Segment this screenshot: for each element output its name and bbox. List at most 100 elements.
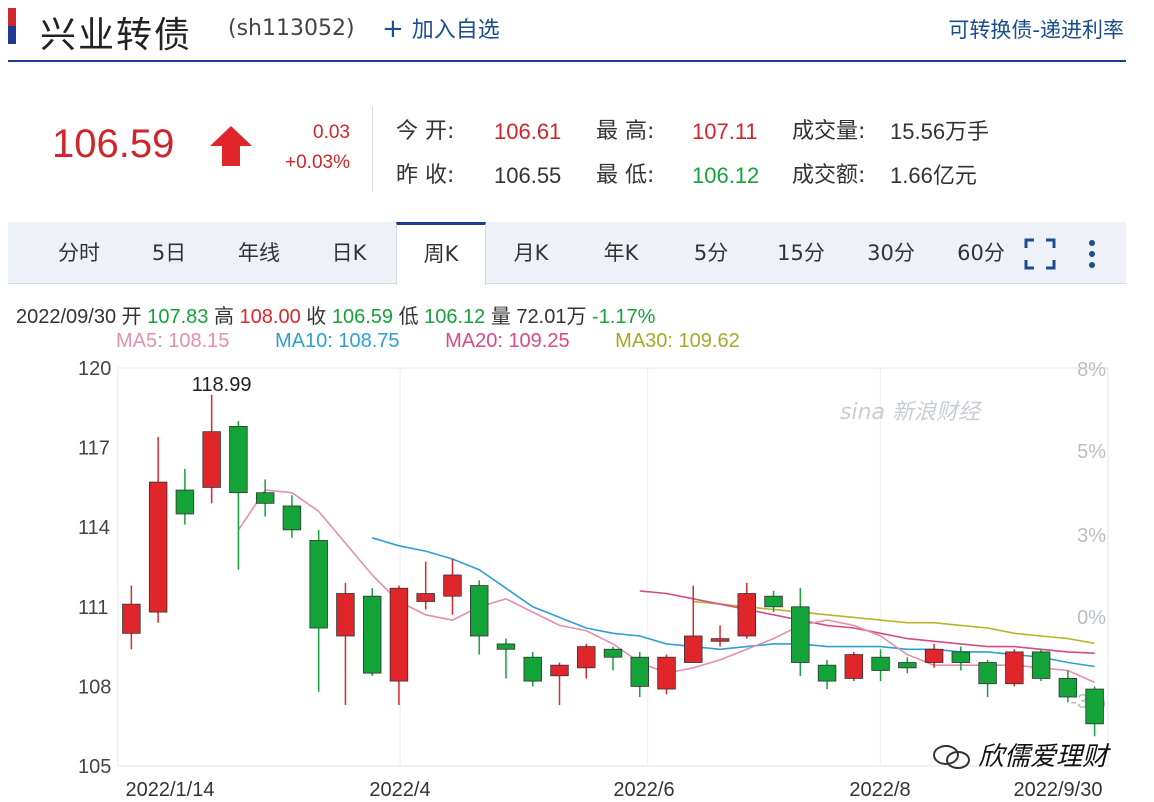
pct-tick-label: 8% <box>1077 359 1106 381</box>
low-label: 最 低: <box>596 163 655 188</box>
price-change-pct: +0.03% <box>285 152 350 173</box>
candle-body <box>175 489 195 515</box>
plot-frame <box>117 367 1109 767</box>
candle-body <box>630 656 649 687</box>
price-change-block: 0.03 +0.03% <box>262 118 350 178</box>
tab-intraday[interactable]: 分时 <box>58 241 100 265</box>
tab-15min[interactable]: 15分 <box>777 241 825 265</box>
bar-close-label: 收 <box>306 306 327 328</box>
ma10-legend: MA10: 108.75 <box>274 330 400 352</box>
candle-body <box>148 481 168 613</box>
prev-close-label: 昨 收: <box>396 163 455 188</box>
candle-body <box>1085 688 1104 725</box>
x-tick-label: 2022/6 <box>613 779 674 801</box>
candle-body <box>657 656 676 690</box>
ma10-line <box>371 537 1095 668</box>
candle-body <box>791 606 810 663</box>
add-to-watchlist-button[interactable]: + 加入自选 <box>382 12 500 44</box>
open-label: 今 开: <box>396 119 455 144</box>
x-tick-label: 2022/9/30 <box>1014 779 1103 801</box>
candle-body <box>764 595 783 608</box>
bar-high: 108.00 <box>239 306 301 328</box>
pct-tick-label: 3% <box>1077 525 1106 547</box>
tab-daily-k[interactable]: 日K <box>331 241 367 265</box>
pct-tick-label: 0% <box>1077 607 1106 629</box>
candle-body <box>978 662 997 685</box>
candle-body <box>362 595 382 674</box>
y-tick-label: 114 <box>78 517 110 539</box>
amount-value: 1.66亿元 <box>890 163 977 188</box>
price-change: 0.03 <box>313 122 350 143</box>
candle-body <box>550 664 569 677</box>
candle-body <box>309 540 328 629</box>
quote-stats: 今 开: 106.61 最 高: 107.11 成交量: 15.56万手 昨 收: 10… <box>396 110 1052 198</box>
more-options-icon[interactable] <box>1084 238 1100 270</box>
candle-body <box>951 651 971 663</box>
chart-period-tabs: 分时 5日 年线 日K 周K 月K 年K 5分 15分 30分 60分 <box>8 222 1126 285</box>
tab-weekly-k[interactable]: 周K <box>396 222 486 285</box>
tab-yearline[interactable]: 年线 <box>238 241 280 265</box>
volume-label: 成交量: <box>792 119 866 144</box>
prev-close-value: 106.55 <box>494 163 562 188</box>
bar-volume: 72.01万 <box>516 306 587 328</box>
add-to-watchlist-label: 加入自选 <box>411 18 500 43</box>
bond-type-link[interactable]: 可转换债-递进利率 <box>948 18 1124 42</box>
candle-body <box>469 585 489 637</box>
security-code: (sh113052) <box>228 16 355 41</box>
candle-body <box>122 603 141 634</box>
candle-body <box>443 574 462 597</box>
candle-body <box>282 505 302 531</box>
header-bar: 兴业转债 (sh113052) + 加入自选 可转换债-递进利率 <box>0 0 1154 62</box>
high-label: 最 高: <box>596 119 655 144</box>
ma-legend: MA5: 108.15 MA10: 108.75 MA20: 109.25 MA… <box>116 330 780 353</box>
x-tick-label: 2022/8 <box>849 779 910 801</box>
bar-open: 107.83 <box>147 306 209 328</box>
candle-body <box>336 593 355 637</box>
bar-pct: -1.17% <box>592 306 656 328</box>
candle-body <box>202 431 221 488</box>
y-tick-label: 120 <box>78 358 111 380</box>
ohlc-info-line: 2022/09/30 开 107.83 高 108.00 收 106.59 低 … <box>16 300 655 329</box>
candle-body <box>416 593 435 602</box>
candle-body <box>898 662 917 669</box>
y-tick-label: 105 <box>78 756 111 778</box>
bar-volume-label: 量 <box>490 306 511 328</box>
fullscreen-icon[interactable] <box>1024 238 1056 270</box>
bar-high-label: 高 <box>213 306 234 328</box>
max-price-label: 118.99 <box>192 374 252 396</box>
candle-body <box>1031 651 1051 679</box>
candle-body <box>817 664 837 682</box>
tab-monthly-k[interactable]: 月K <box>513 241 549 265</box>
tab-60min[interactable]: 60分 <box>957 241 1005 265</box>
candle-body <box>871 656 890 671</box>
y-tick-label: 111 <box>78 597 108 619</box>
candle-body <box>496 643 516 650</box>
x-tick-label: 2022/1/14 <box>126 779 215 801</box>
bar-low-label: 低 <box>398 306 419 328</box>
tab-5day[interactable]: 5日 <box>151 241 187 265</box>
pct-tick-label: 5% <box>1077 441 1106 463</box>
tab-30min[interactable]: 30分 <box>867 241 915 265</box>
quote-divider <box>372 106 373 192</box>
sina-watermark: sina 新浪财经 <box>840 400 980 425</box>
candle-body <box>684 635 703 663</box>
x-tick-label: 2022/4 <box>369 779 430 801</box>
bar-close: 106.59 <box>331 306 393 328</box>
brand-mark <box>8 8 16 44</box>
candle-body <box>577 646 596 669</box>
amount-label: 成交额: <box>792 163 866 188</box>
candle-body <box>229 425 248 494</box>
security-title: 兴业转债 <box>40 15 193 56</box>
tab-5min[interactable]: 5分 <box>693 241 729 265</box>
volume-value: 15.56万手 <box>890 119 990 144</box>
plus-icon: + <box>382 14 404 44</box>
bar-open-label: 开 <box>121 306 142 328</box>
candle-body <box>1058 678 1078 698</box>
candle-body <box>603 648 623 658</box>
stats-row-2: 昨 收: 106.55 最 低: 106.12 成交额: 1.66亿元 <box>396 154 1052 198</box>
candle-body <box>924 648 944 663</box>
up-arrow-icon <box>210 126 252 166</box>
bar-date: 2022/09/30 <box>16 306 117 328</box>
kline-chart[interactable]: 1051081111141171208%5%3%0%-3%118.992022/… <box>0 356 1154 802</box>
tab-yearly-k[interactable]: 年K <box>603 241 639 265</box>
